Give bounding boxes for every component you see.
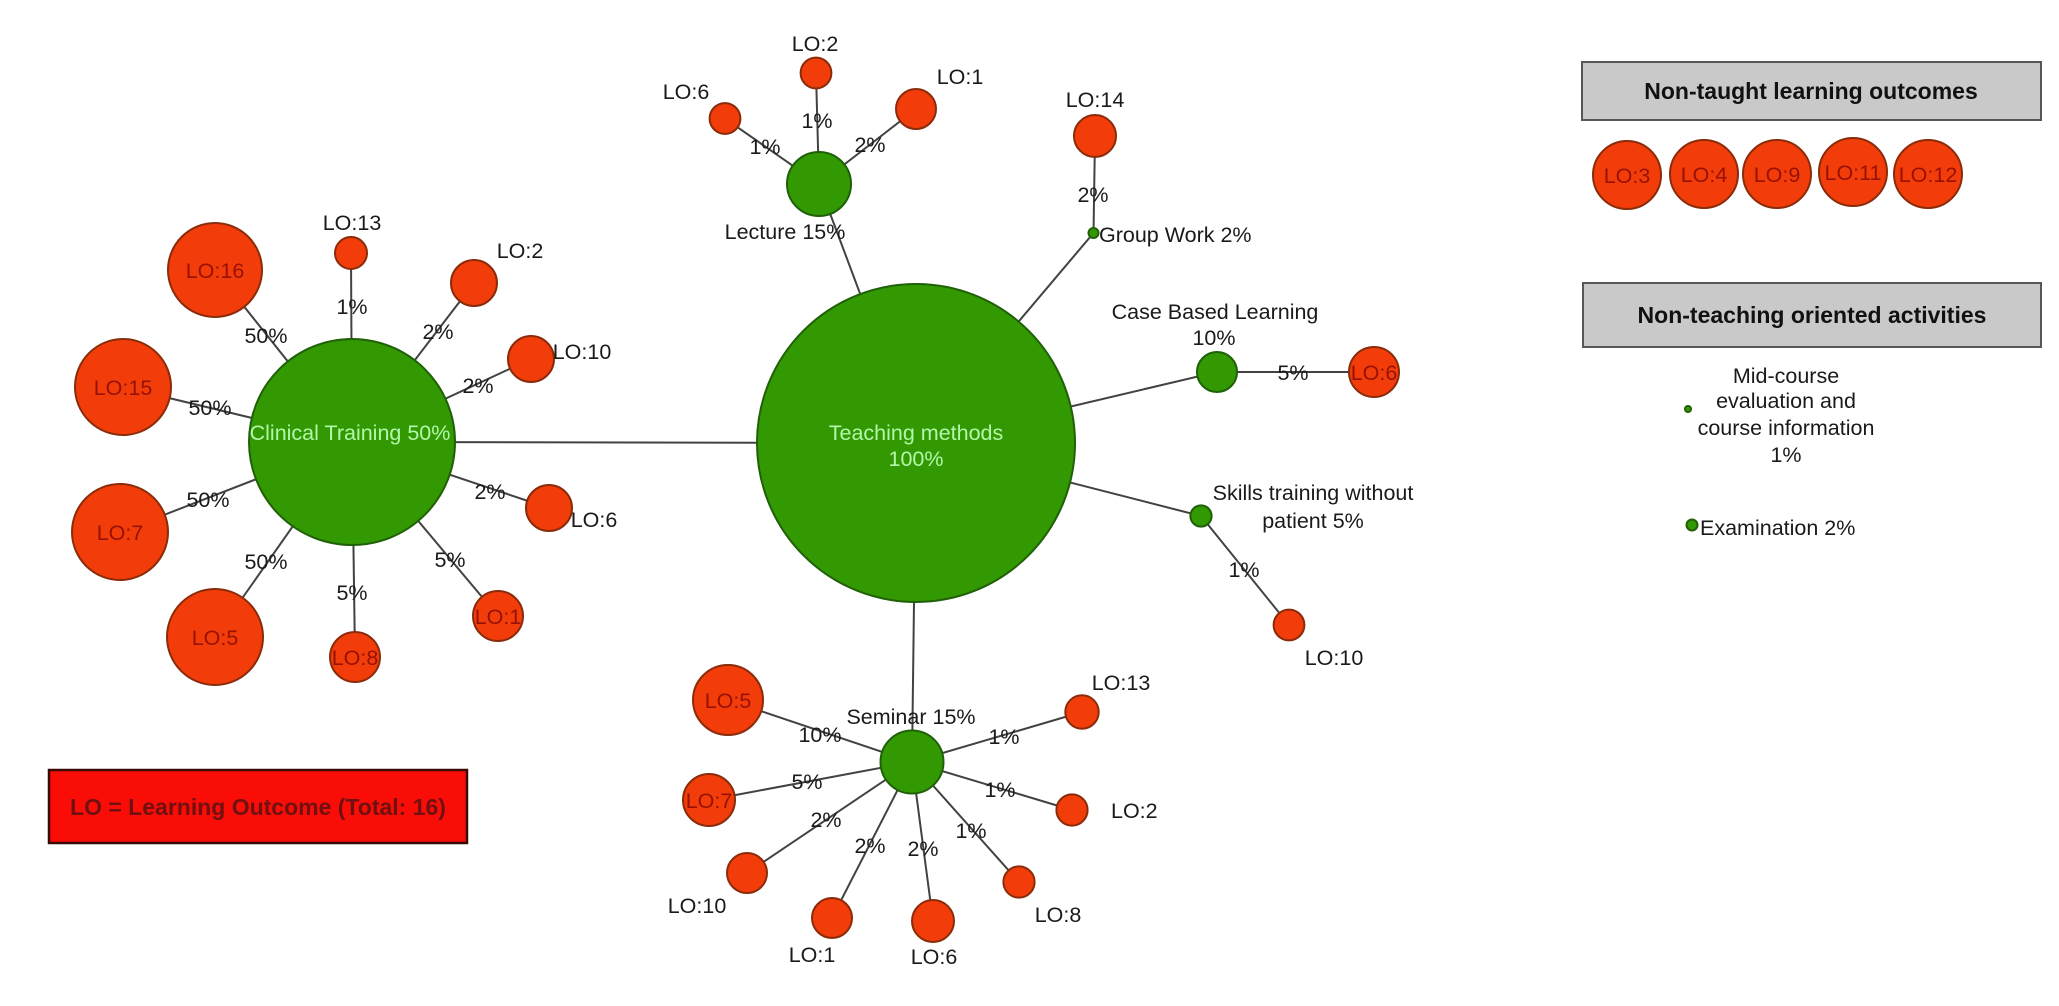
svg-text:LO:3: LO:3 [1604, 164, 1651, 188]
svg-text:LO:2: LO:2 [1111, 799, 1158, 823]
svg-text:LO:7: LO:7 [686, 789, 733, 813]
svg-text:LO:16: LO:16 [186, 259, 245, 283]
svg-text:LO:15: LO:15 [94, 376, 153, 400]
svg-text:2%: 2% [854, 133, 885, 157]
svg-text:10%: 10% [798, 723, 841, 747]
svg-text:LO:5: LO:5 [192, 626, 239, 650]
svg-text:1%: 1% [1770, 443, 1801, 467]
svg-text:Case Based Learning: Case Based Learning [1112, 300, 1319, 324]
svg-text:LO:4: LO:4 [1681, 163, 1728, 187]
svg-text:2%: 2% [462, 374, 493, 398]
svg-text:LO:11: LO:11 [1825, 161, 1882, 185]
svg-text:Seminar 15%: Seminar 15% [846, 705, 975, 729]
svg-text:5%: 5% [336, 581, 367, 605]
svg-text:100%: 100% [889, 447, 944, 471]
svg-text:2%: 2% [907, 837, 938, 861]
svg-text:Clinical Training 50%: Clinical Training 50% [250, 421, 451, 445]
svg-text:1%: 1% [988, 725, 1019, 749]
svg-text:patient 5%: patient 5% [1262, 509, 1364, 533]
svg-text:LO:6: LO:6 [911, 945, 958, 969]
svg-text:LO:14: LO:14 [1066, 88, 1125, 112]
svg-text:2%: 2% [1077, 183, 1108, 207]
svg-text:Non-taught learning outcomes: Non-taught learning outcomes [1644, 78, 1978, 104]
svg-text:LO = Learning Outcome (Total:: LO = Learning Outcome (Total: 16) [70, 794, 446, 820]
svg-text:5%: 5% [791, 770, 822, 794]
svg-text:LO:2: LO:2 [792, 32, 839, 56]
svg-text:Mid-course: Mid-course [1733, 364, 1839, 388]
svg-text:LO:6: LO:6 [663, 80, 710, 104]
svg-text:1%: 1% [749, 135, 780, 159]
svg-text:LO:12: LO:12 [1899, 163, 1958, 187]
svg-text:10%: 10% [1192, 326, 1235, 350]
svg-text:LO:6: LO:6 [1351, 361, 1398, 385]
svg-text:LO:6: LO:6 [571, 508, 618, 532]
svg-text:LO:9: LO:9 [1754, 163, 1801, 187]
svg-text:LO:8: LO:8 [1035, 903, 1082, 927]
svg-text:2%: 2% [474, 480, 505, 504]
svg-text:LO:13: LO:13 [1092, 671, 1151, 695]
svg-text:LO:2: LO:2 [497, 239, 544, 263]
svg-text:LO:10: LO:10 [668, 894, 727, 918]
svg-text:1%: 1% [801, 109, 832, 133]
svg-text:LO:13: LO:13 [323, 211, 382, 235]
svg-text:LO:5: LO:5 [705, 689, 752, 713]
svg-text:50%: 50% [244, 324, 287, 348]
svg-text:2%: 2% [854, 834, 885, 858]
svg-text:LO:1: LO:1 [789, 943, 836, 967]
svg-text:2%: 2% [810, 808, 841, 832]
svg-text:2%: 2% [422, 320, 453, 344]
svg-text:1%: 1% [984, 778, 1015, 802]
svg-text:50%: 50% [188, 396, 231, 420]
svg-text:LO:10: LO:10 [1305, 646, 1364, 670]
svg-text:LO:10: LO:10 [553, 340, 612, 364]
svg-text:Skills training without: Skills training without [1213, 481, 1414, 505]
svg-text:50%: 50% [186, 488, 229, 512]
svg-text:1%: 1% [336, 295, 367, 319]
svg-text:Examination 2%: Examination 2% [1700, 516, 1855, 540]
svg-text:Group Work 2%: Group Work 2% [1099, 223, 1252, 247]
svg-text:LO:1: LO:1 [475, 605, 522, 629]
svg-text:5%: 5% [1277, 361, 1308, 385]
svg-text:Teaching methods: Teaching methods [829, 421, 1004, 445]
svg-text:Non-teaching oriented activiti: Non-teaching oriented activities [1638, 302, 1987, 328]
svg-text:course information: course information [1698, 416, 1875, 440]
svg-text:50%: 50% [244, 550, 287, 574]
svg-text:1%: 1% [955, 819, 986, 843]
svg-text:LO:1: LO:1 [937, 65, 984, 89]
svg-text:LO:8: LO:8 [332, 646, 379, 670]
svg-text:evaluation and: evaluation and [1716, 389, 1856, 413]
svg-text:1%: 1% [1228, 558, 1259, 582]
svg-text:5%: 5% [434, 548, 465, 572]
svg-text:LO:7: LO:7 [97, 521, 144, 545]
svg-text:Lecture 15%: Lecture 15% [725, 220, 846, 244]
